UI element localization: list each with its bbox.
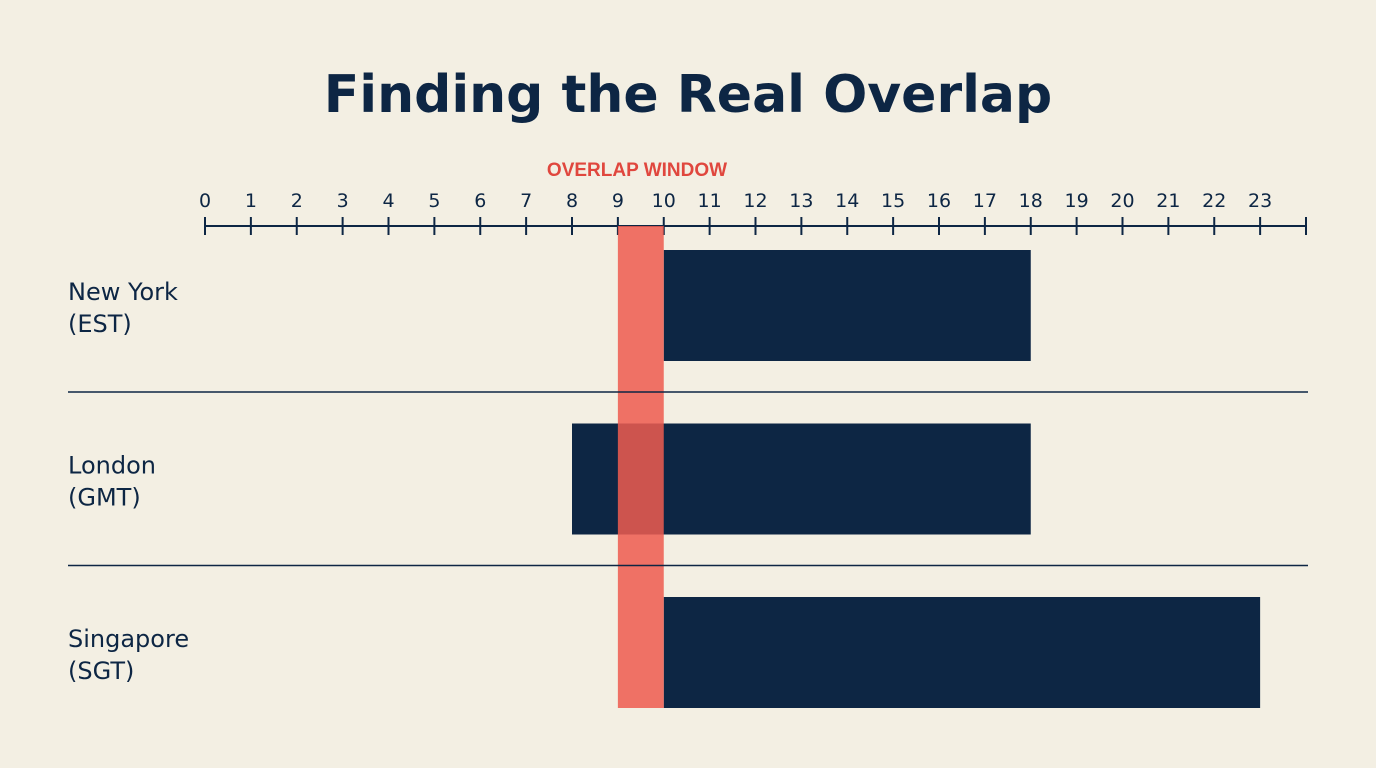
x-tick-label: 22 — [1202, 190, 1226, 212]
row-label-name: New York — [68, 278, 178, 306]
x-tick-label: 21 — [1156, 190, 1180, 212]
chart-title: Finding the Real Overlap — [324, 65, 1052, 125]
x-tick-label: 1 — [245, 190, 257, 212]
x-tick-label: 12 — [743, 190, 767, 212]
x-tick-label: 15 — [881, 190, 905, 212]
x-tick-label: 23 — [1248, 190, 1272, 212]
overlap-window-band — [617, 226, 664, 708]
x-tick-label: 9 — [612, 190, 624, 212]
x-tick-label: 14 — [835, 190, 859, 212]
x-tick-label: 13 — [789, 190, 813, 212]
x-tick-label: 18 — [1019, 190, 1043, 212]
x-tick-label: 8 — [566, 190, 578, 212]
row-label-name: Singapore — [68, 625, 189, 653]
row-label-zone: (GMT) — [68, 484, 141, 512]
bar-new-york — [663, 250, 1031, 361]
x-tick-label: 10 — [652, 190, 676, 212]
row-label-zone: (EST) — [68, 310, 132, 338]
x-tick-label: 7 — [520, 190, 532, 212]
x-tick-label: 17 — [973, 190, 997, 212]
x-axis: 0 1 2 3 4 5 6 7 8 9 10 11 12 13 14 15 16 17 18 19 20 21 22 23 — [199, 190, 1307, 235]
x-tick-label: 16 — [927, 190, 951, 212]
x-tick-label: 19 — [1065, 190, 1089, 212]
x-tick-label: 3 — [337, 190, 349, 212]
row-labels: New York (EST) London (GMT) Singapore (SGT) — [68, 278, 1308, 685]
x-tick-label: 5 — [428, 190, 440, 212]
x-tick-label: 11 — [698, 190, 722, 212]
row-label-zone: (SGT) — [68, 657, 134, 685]
x-tick-label: 6 — [474, 190, 486, 212]
x-tick-label: 0 — [199, 190, 211, 212]
x-tick-label: 20 — [1110, 190, 1134, 212]
overlap-window-label: OVERLAP WINDOW — [547, 160, 727, 181]
row-label-name: London — [68, 452, 156, 480]
bars-layer — [572, 226, 1261, 708]
x-tick-label: 4 — [382, 190, 394, 212]
bar-singapore — [663, 597, 1261, 708]
x-tick-label: 2 — [291, 190, 303, 212]
